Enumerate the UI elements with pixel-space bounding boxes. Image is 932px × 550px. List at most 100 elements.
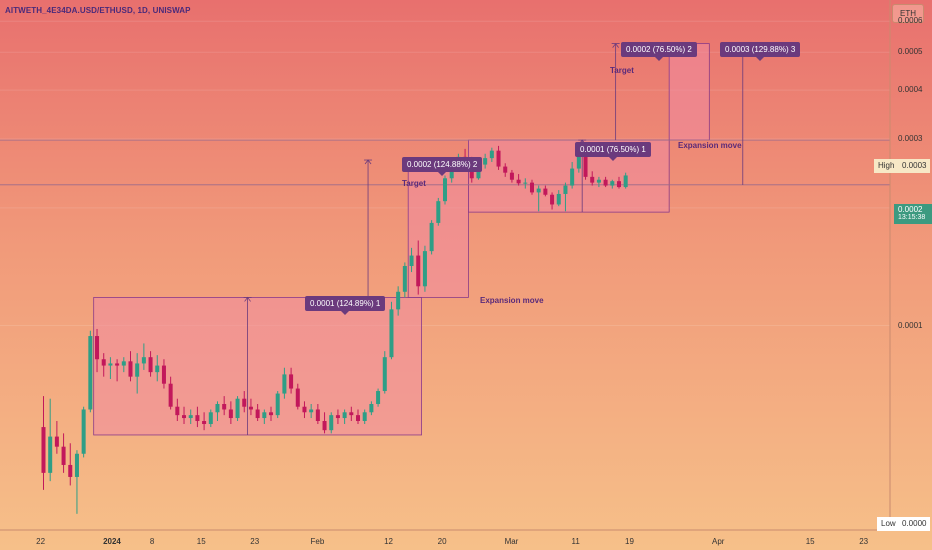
candle-up [81, 409, 86, 454]
candle-up [48, 436, 53, 473]
candle-up [429, 222, 434, 252]
candle-down [590, 176, 595, 183]
candle-down [295, 388, 300, 407]
high-label: High [874, 159, 899, 173]
candle-up [389, 309, 394, 358]
measure-arrows [243, 42, 747, 435]
time-tick: 15 [805, 537, 815, 546]
candle-up [215, 404, 220, 413]
candle-down [41, 427, 46, 473]
candle-up [489, 150, 494, 159]
candle-up [282, 374, 287, 394]
candle-up [402, 265, 407, 292]
candle-down [161, 365, 166, 384]
time-tick: 23 [250, 537, 260, 546]
candle-down [68, 464, 73, 477]
candle-up [369, 404, 374, 413]
expansion-text-2[interactable]: Expansion move [678, 141, 742, 150]
candle-up [523, 182, 528, 184]
candle-down [202, 420, 207, 425]
last-price-tag: 0.0002 13:15:38 [894, 204, 932, 224]
candle-down [148, 357, 153, 373]
candle-up [556, 193, 561, 205]
candle-down [516, 179, 521, 184]
price-tick: 0.0006 [898, 16, 923, 26]
candle-down [356, 415, 361, 421]
candle-up [610, 181, 615, 186]
candle-down [248, 406, 253, 410]
candle-down [289, 374, 294, 389]
candle-up [235, 398, 240, 419]
time-tick: Feb [310, 537, 325, 546]
candle-down [315, 409, 320, 421]
candle-down [322, 420, 327, 431]
candle-down [54, 436, 59, 447]
price-tick: 0.0004 [898, 85, 923, 95]
time-tick: 23 [859, 537, 869, 546]
low-label: Low [877, 517, 900, 531]
currency-button[interactable]: ETH [892, 4, 924, 23]
candle-down [416, 255, 421, 287]
candle-down [616, 181, 621, 188]
measure-arrowhead [244, 296, 251, 302]
candle-up [141, 357, 146, 364]
candle-down [182, 415, 187, 419]
candle-down [509, 172, 514, 180]
measure-label-4[interactable]: 0.0002 (76.50%) 2 [621, 42, 697, 61]
candle-up [155, 365, 160, 373]
time-tick: 15 [196, 537, 206, 546]
candle-down [335, 415, 340, 419]
candle-down [583, 150, 588, 177]
time-tick: 2024 [103, 537, 121, 546]
candle-up [422, 251, 427, 287]
candle-down [128, 361, 133, 377]
measure-label-5[interactable]: 0.0003 (129.88%) 3 [720, 42, 801, 61]
candle-down [61, 446, 66, 465]
time-tick: 8 [149, 537, 155, 546]
price-tick: 0.0003 [898, 133, 923, 143]
candle-up [382, 357, 387, 392]
measure-label-2[interactable]: 0.0002 (124.88%) 2 [402, 157, 483, 176]
candle-up [342, 412, 347, 419]
price-tick: 0.0001 [898, 320, 923, 330]
candle-up [623, 175, 628, 188]
candle-up [596, 179, 601, 183]
price-tick: 0.0005 [898, 47, 923, 57]
candle-down [222, 404, 227, 410]
time-tick: 19 [625, 537, 634, 546]
candle-down [242, 398, 247, 407]
candle-down [503, 166, 508, 173]
symbol-title[interactable]: AITWETH_4E34DA.USD/ETHUSD, 1D, UNISWAP [5, 6, 191, 15]
expansion-text-1[interactable]: Expansion move [480, 296, 544, 305]
time-tick: Apr [712, 537, 725, 546]
candle-up [121, 361, 126, 366]
candle-up [563, 185, 568, 194]
time-tick: 11 [571, 537, 580, 546]
candle-down [195, 415, 200, 421]
candle-down [550, 194, 555, 205]
candle-up [88, 336, 93, 410]
measure-label-1[interactable]: 0.0001 (124.89%) 1 [305, 296, 386, 315]
measure-arrowhead [364, 159, 372, 165]
candle-up [536, 188, 541, 193]
candle-up [74, 453, 79, 477]
target-text-2[interactable]: Target [610, 66, 634, 75]
candle-down [349, 412, 354, 416]
candle-up [135, 363, 140, 377]
target-text-1[interactable]: Target [402, 179, 426, 188]
candle-up [409, 255, 414, 266]
candle-down [496, 150, 501, 167]
candle-up [442, 178, 448, 202]
candle-up [275, 393, 280, 416]
measure-label-3[interactable]: 0.0001 (76.50%) 1 [575, 142, 651, 161]
candle-up [362, 412, 367, 421]
countdown-value: 13:15:38 [898, 214, 926, 221]
candle-down [175, 406, 180, 416]
candle-up [570, 168, 575, 186]
rectangle-drawings [93, 43, 710, 436]
candle-up [329, 415, 334, 431]
candle-down [529, 182, 534, 193]
candle-down [168, 383, 173, 407]
